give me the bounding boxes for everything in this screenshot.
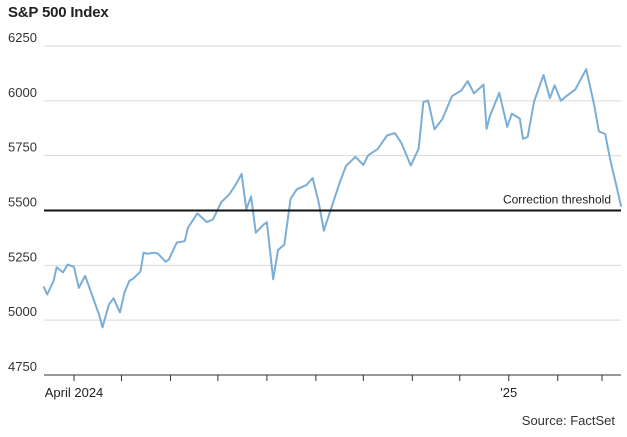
x-axis: April 2024 '25 <box>44 374 621 400</box>
y-tick-label: 4750 <box>8 359 37 374</box>
x-tick-label: '25 <box>500 385 517 400</box>
correction-threshold-label: Correction threshold <box>503 193 611 207</box>
y-tick-label: 5750 <box>8 140 37 155</box>
series-layer <box>43 68 622 329</box>
reference-layer: Correction threshold <box>44 193 621 212</box>
series-line <box>43 68 622 329</box>
y-tick-label: 5000 <box>8 304 37 319</box>
x-tick-label: April 2024 <box>45 385 104 400</box>
y-tick-label: 5250 <box>8 249 37 264</box>
y-tick-label: 6000 <box>8 85 37 100</box>
y-tick-label: 6250 <box>8 30 37 45</box>
y-tick-label: 5500 <box>8 195 37 210</box>
source-note: Source: FactSet <box>521 413 615 428</box>
y-axis-tick-labels: 4750 5000 5250 5500 5750 6000 6250 <box>8 30 37 374</box>
chart-title: S&P 500 Index <box>8 4 109 21</box>
